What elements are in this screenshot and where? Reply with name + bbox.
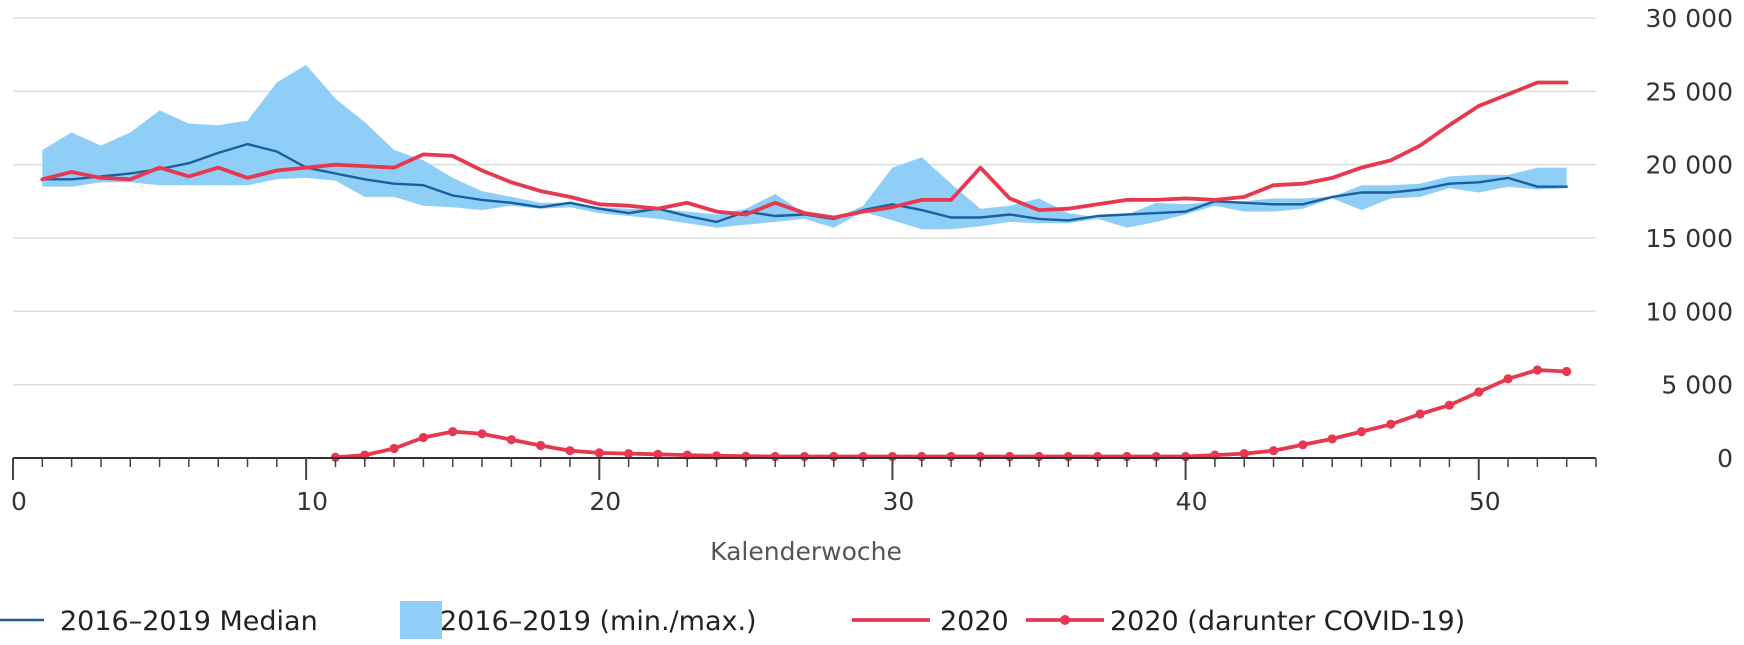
y-tick-label: 10 000 bbox=[1646, 297, 1733, 326]
data-point bbox=[653, 449, 663, 459]
y-tick-label: 0 bbox=[1717, 444, 1733, 473]
x-axis-title: Kalenderwoche bbox=[710, 537, 902, 566]
data-point bbox=[1239, 449, 1249, 459]
data-point bbox=[1268, 446, 1279, 456]
data-point bbox=[477, 429, 487, 439]
x-tick-label: 40 bbox=[1176, 487, 1208, 516]
x-tick-label: 50 bbox=[1469, 487, 1501, 516]
y-tick-label: 20 000 bbox=[1646, 151, 1733, 180]
data-point bbox=[506, 435, 516, 445]
data-point bbox=[1356, 427, 1367, 437]
y-tick-label: 5 000 bbox=[1661, 371, 1733, 400]
legend: 2016–2019 Median 2016–2019 (min./max.) 202… bbox=[0, 601, 1465, 639]
data-point bbox=[1503, 374, 1513, 384]
series-line bbox=[333, 368, 1569, 460]
tick-labels: 0 5 000 10 000 15 000 20 000 25 000 30 000 0 10 2… bbox=[11, 4, 1733, 516]
data-point bbox=[389, 443, 399, 454]
x-tick-label: 0 bbox=[11, 487, 27, 516]
x-tick-label: 10 bbox=[296, 487, 328, 516]
legend-label: 2016–2019 (min./max.) bbox=[440, 606, 757, 637]
data-point bbox=[1327, 434, 1337, 444]
legend-item: 2016–2019 Median bbox=[0, 606, 318, 637]
series-line bbox=[40, 80, 1569, 220]
data-point bbox=[536, 440, 546, 451]
legend-label: 2020 bbox=[940, 606, 1009, 637]
legend-item: 2020 bbox=[852, 606, 1009, 637]
data-point bbox=[624, 449, 634, 459]
data-point bbox=[448, 427, 458, 437]
legend-swatch-dot bbox=[1060, 615, 1070, 625]
legend-item: 2020 (darunter COVID-19) bbox=[1026, 606, 1465, 637]
data-point bbox=[1386, 419, 1396, 429]
x-tick-label: 30 bbox=[883, 487, 915, 516]
y-tick-label: 25 000 bbox=[1646, 77, 1733, 106]
x-tick-label: 20 bbox=[589, 487, 621, 516]
min-max-band bbox=[42, 64, 1567, 230]
legend-label: 2020 (darunter COVID-19) bbox=[1110, 606, 1465, 637]
y-tick-label: 30 000 bbox=[1646, 4, 1733, 33]
legend-swatch-band bbox=[400, 601, 442, 639]
data-point bbox=[565, 446, 575, 456]
band-area bbox=[42, 64, 1567, 230]
data-point bbox=[1415, 409, 1425, 419]
data-point bbox=[1444, 400, 1455, 410]
data-point bbox=[1532, 365, 1542, 375]
axes bbox=[12, 457, 1597, 480]
y-tick-label: 15 000 bbox=[1646, 224, 1733, 253]
data-point bbox=[1298, 440, 1308, 450]
legend-item: 2016–2019 (min./max.) bbox=[400, 601, 757, 639]
data-point bbox=[1562, 366, 1572, 377]
data-point bbox=[594, 448, 604, 458]
data-point bbox=[418, 432, 429, 443]
data-point bbox=[1474, 387, 1484, 397]
legend-label: 2016–2019 Median bbox=[60, 606, 318, 637]
